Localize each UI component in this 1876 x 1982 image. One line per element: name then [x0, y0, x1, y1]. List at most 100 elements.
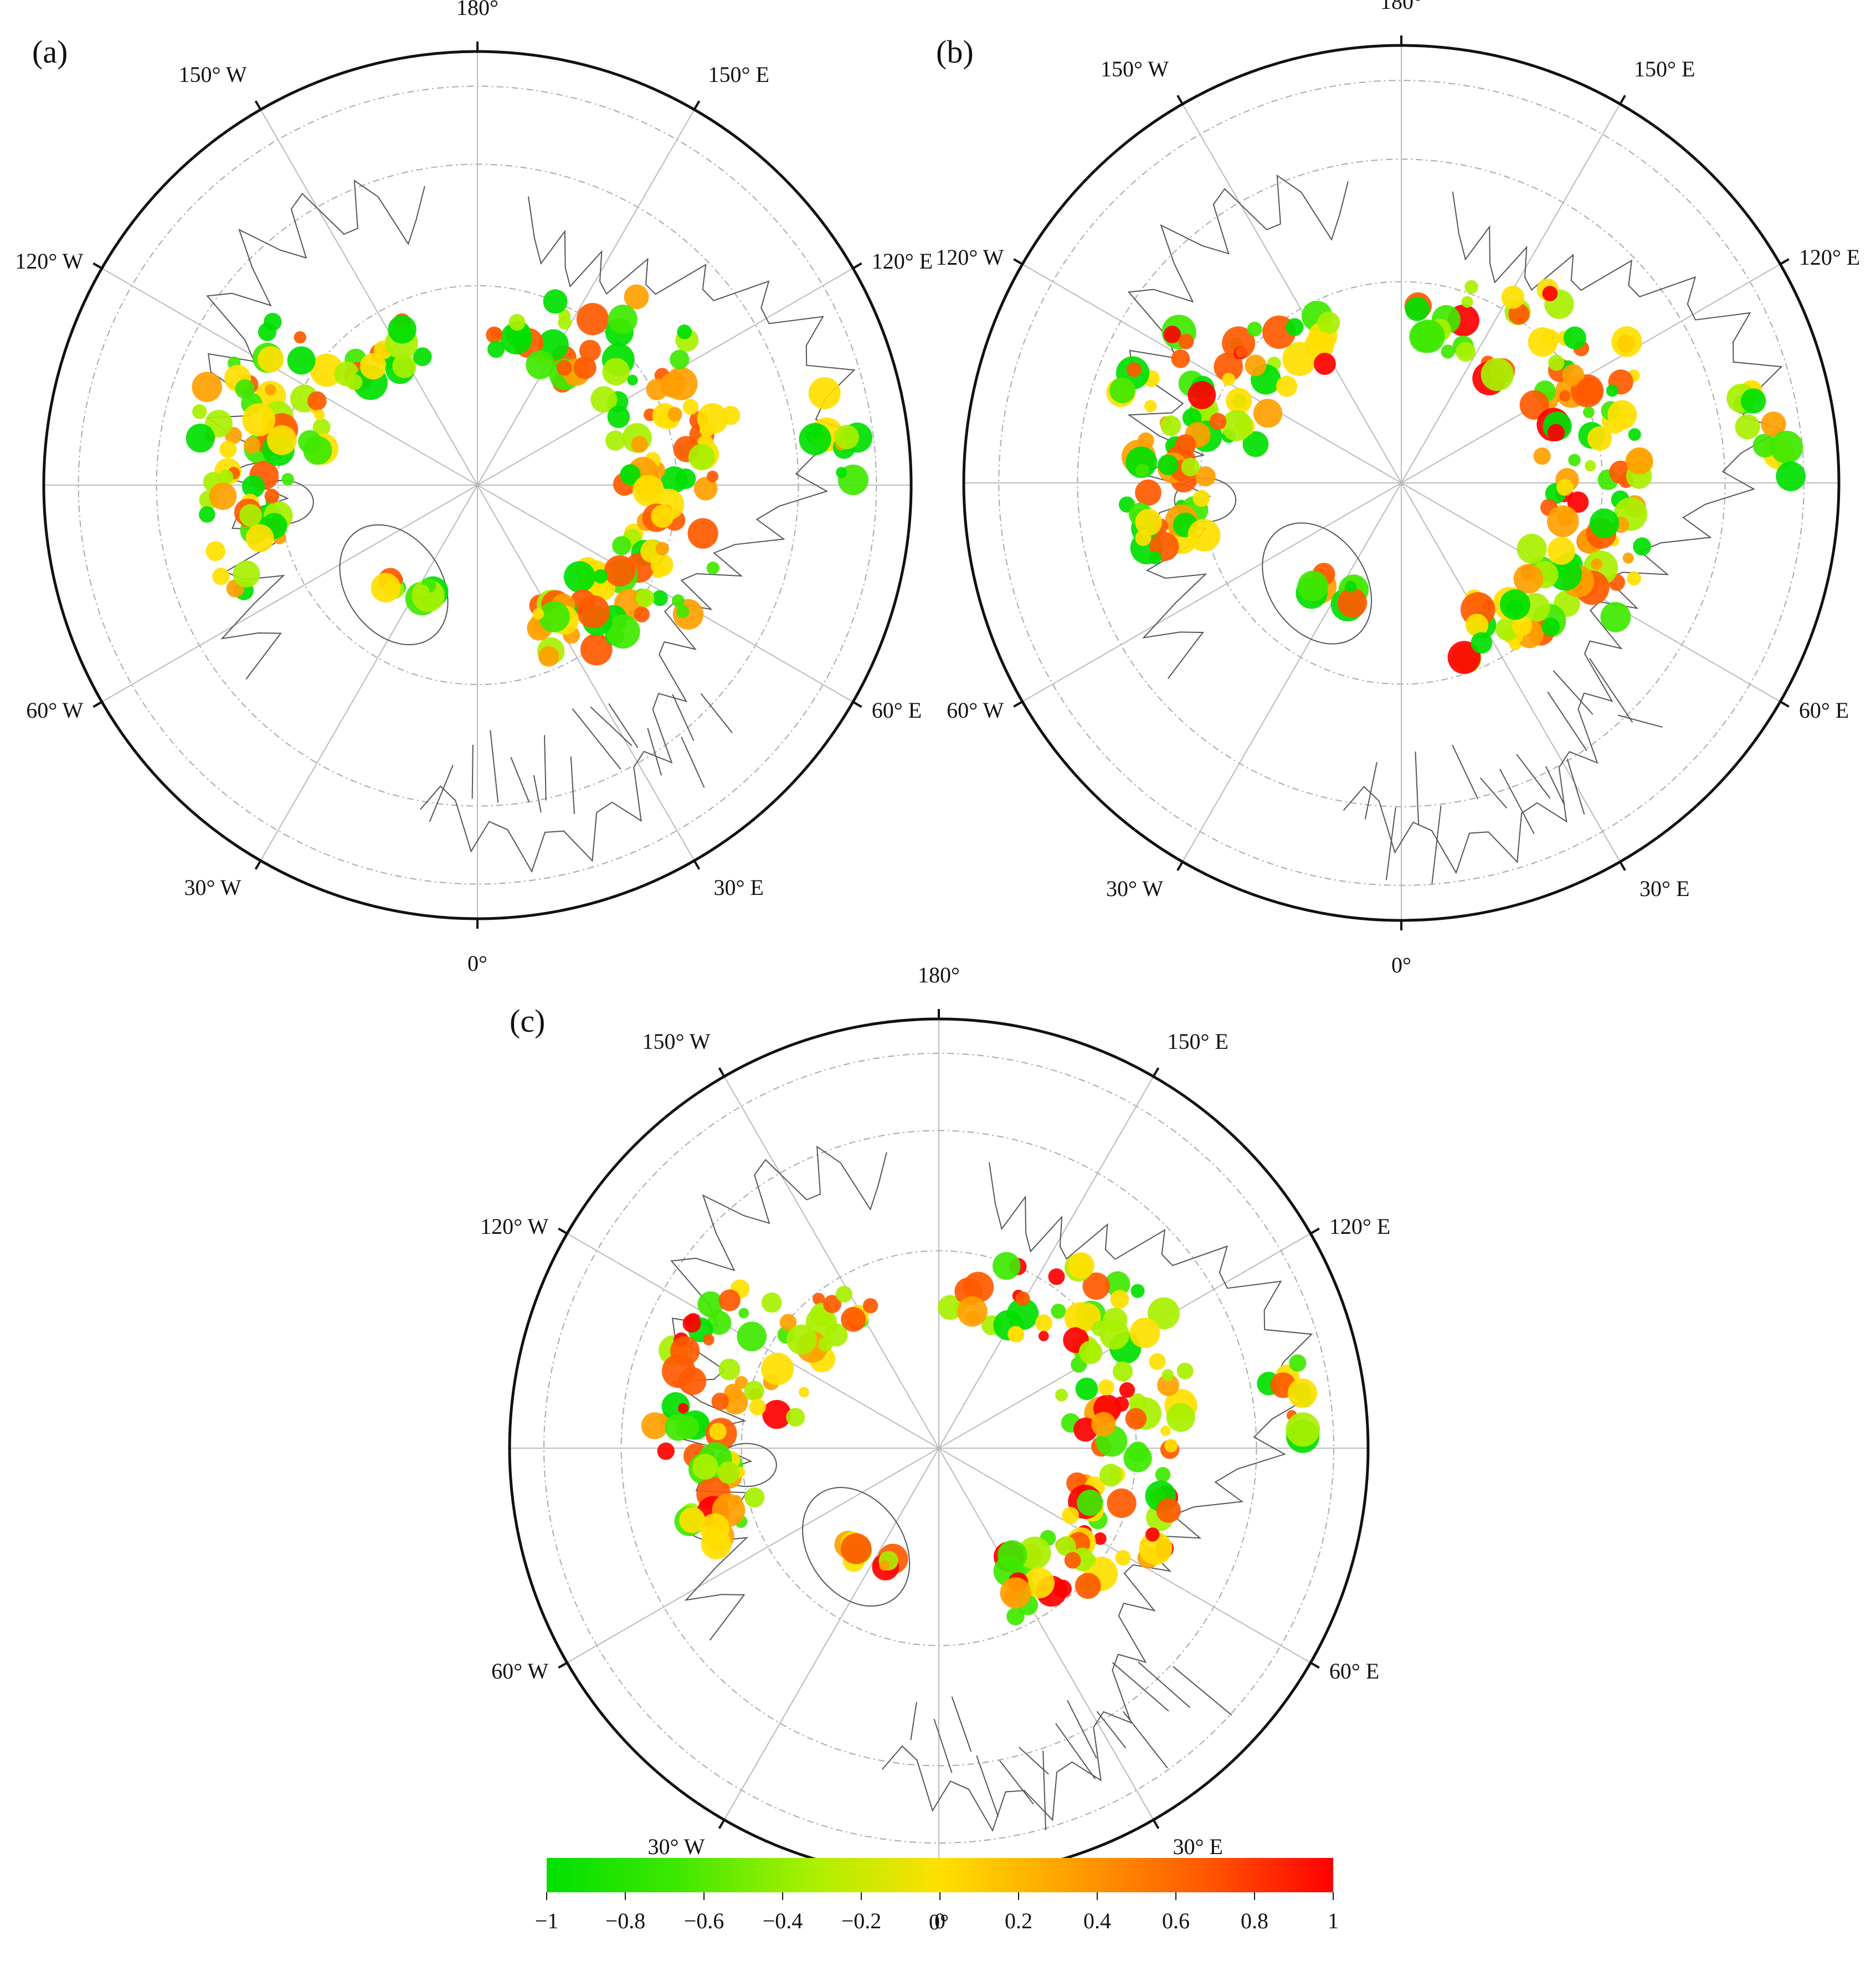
border-line — [590, 706, 633, 747]
vegetation-patch — [491, 327, 502, 339]
vegetation-patch — [1548, 557, 1582, 591]
vegetation-patch — [671, 594, 685, 608]
vegetation-patch — [718, 1358, 741, 1381]
eurasia-coastline — [881, 1162, 1314, 1832]
vegetation-patch — [862, 1298, 878, 1314]
vegetation-patch — [1048, 1268, 1065, 1285]
vegetation-patch — [312, 418, 331, 436]
vegetation-patch — [1178, 333, 1194, 349]
vegetation-patch — [612, 536, 631, 555]
vegetation-patch — [564, 561, 595, 593]
vegetation-patch — [836, 467, 847, 478]
border-line — [572, 708, 621, 770]
longitude-label: 0° — [467, 950, 487, 976]
vegetation-patch — [1115, 1549, 1131, 1566]
vegetation-patch — [1286, 1412, 1320, 1447]
vegetation-patch — [1770, 430, 1803, 464]
polar-map — [42, 42, 913, 929]
greenland-outline — [339, 524, 449, 646]
vegetation-patch — [652, 590, 668, 606]
vegetation-patch — [577, 595, 610, 629]
longitude-tick — [852, 701, 862, 708]
vegetation-patch — [1541, 617, 1560, 636]
longitude-label: 120° E — [871, 249, 933, 274]
coastlines — [205, 179, 856, 873]
vegetation-patch — [799, 423, 831, 456]
vegetation-patch — [1099, 1319, 1130, 1350]
vegetation-patch — [700, 1513, 730, 1543]
vegetation-patch — [1093, 1532, 1107, 1545]
vegetation-patch — [1193, 490, 1210, 507]
vegetation-patch — [761, 1352, 794, 1386]
longitude-tick — [1780, 258, 1790, 265]
border-line — [910, 1702, 917, 1741]
vegetation-patch — [717, 1461, 740, 1484]
vegetation-patch — [1158, 454, 1179, 476]
longitude-label: 30° W — [184, 875, 241, 900]
vegetation-patch — [593, 569, 608, 584]
vegetation-patch — [1006, 1607, 1025, 1625]
vegetation-patch — [840, 1533, 872, 1564]
vegetation-patch — [1091, 1412, 1116, 1437]
colorbar-tick-label: −0.2 — [841, 1908, 882, 1933]
vegetation-patch — [1313, 353, 1336, 375]
longitude-label: 120° E — [1798, 244, 1860, 270]
vegetation-patch — [711, 1392, 729, 1410]
vegetation-patch — [281, 473, 294, 486]
vegetation-patch — [1563, 326, 1586, 349]
vegetation-patch — [1633, 537, 1651, 556]
vegetation-patch — [682, 399, 699, 415]
vegetation-patch — [624, 284, 649, 310]
vegetation-patch — [1512, 615, 1533, 636]
vegetation-patch — [762, 1399, 791, 1429]
vegetation-patch — [835, 425, 859, 450]
meridian-line — [101, 485, 478, 703]
vegetation-patch — [1119, 1382, 1135, 1398]
colorbar-tick-label: 0.4 — [1083, 1908, 1111, 1933]
vegetation-patch — [655, 542, 669, 556]
vegetation-patch — [1517, 533, 1547, 564]
vegetation-patch — [787, 1324, 817, 1355]
colorbar-tick — [625, 1892, 626, 1900]
vegetation-patch — [526, 350, 555, 379]
meridian-line — [1022, 482, 1402, 702]
vegetation-patch — [660, 373, 685, 398]
vegetation-patch — [1129, 1317, 1160, 1348]
longitude-tick — [1176, 861, 1184, 871]
vegetation-patch — [633, 475, 664, 507]
vegetation-patch — [1465, 614, 1489, 637]
vegetation-patch — [631, 436, 648, 453]
polar-map — [962, 35, 1841, 930]
vegetation-patch — [538, 646, 559, 667]
vegetation-patch — [1035, 1314, 1053, 1332]
vegetation-patch — [310, 353, 343, 387]
border-line — [1431, 805, 1442, 884]
vegetation-patch — [1149, 1353, 1166, 1370]
longitude-tick — [1152, 1067, 1160, 1077]
vegetation-patch — [693, 477, 718, 501]
meridian-line — [938, 1076, 1154, 1449]
vegetation-patch — [1148, 551, 1161, 565]
longitude-tick — [92, 262, 102, 270]
vegetation-patch — [1099, 1464, 1123, 1487]
vegetation-patch — [697, 1291, 723, 1317]
polar-map — [508, 1009, 1370, 1887]
vegetation-patch — [744, 1381, 764, 1401]
vegetation-patch — [608, 305, 638, 334]
vegetation-patch — [1008, 1326, 1024, 1342]
vegetation-patch — [1735, 414, 1760, 440]
vegetation-patch — [239, 504, 262, 527]
vegetation-patch — [938, 1295, 963, 1320]
meridian-line — [477, 485, 695, 861]
vegetation-patch — [879, 1560, 890, 1571]
vegetation-patch — [233, 560, 260, 588]
border-line — [1385, 807, 1396, 881]
vegetation-patch — [635, 589, 655, 608]
meridian-line — [723, 1448, 939, 1820]
vegetation-patch — [265, 384, 276, 396]
vegetation-patch — [799, 1387, 809, 1398]
vegetation-patch — [590, 386, 618, 413]
meridian-line — [567, 1448, 939, 1664]
border-line — [1042, 1751, 1047, 1831]
vegetation-patch — [267, 425, 297, 455]
